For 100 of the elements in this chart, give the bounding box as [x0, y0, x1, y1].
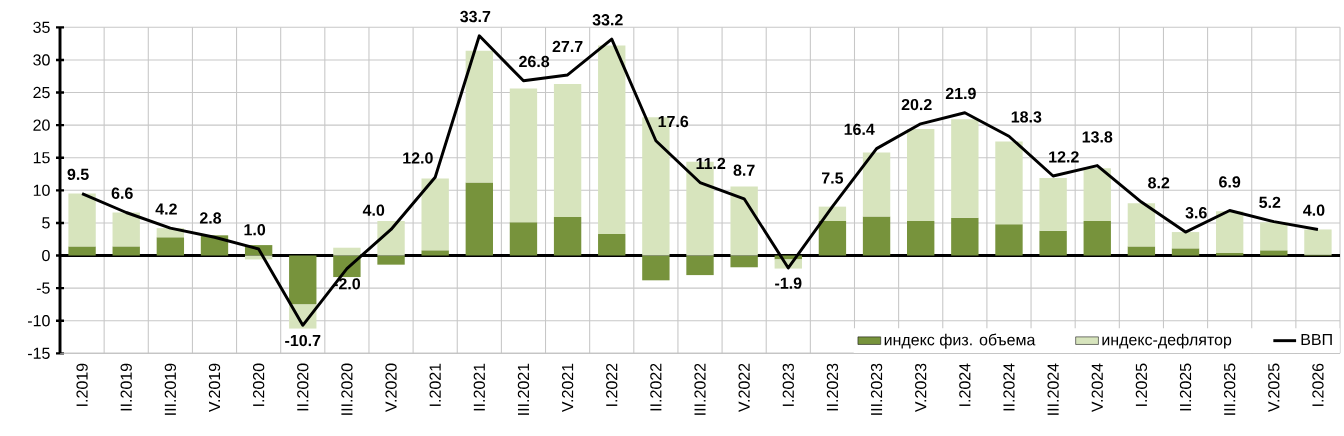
data-label: 20.2 [901, 98, 932, 111]
data-label: -2.0 [333, 278, 361, 290]
data-label: 8.2 [1148, 177, 1170, 189]
x-tick-label: V.2023 [915, 363, 927, 413]
y-tick-label: -10 [27, 315, 50, 327]
y-tick-label: 30 [33, 54, 50, 66]
y-tick-label: -5 [36, 282, 50, 294]
data-label: 7.5 [821, 172, 844, 184]
bar [156, 237, 185, 256]
bar [509, 222, 538, 256]
bar [68, 246, 96, 256]
x-tick-label: I.2026 [1312, 363, 1324, 406]
data-label: 16.4 [844, 123, 875, 135]
bar [1215, 211, 1244, 253]
x-tick-label: I.2025 [1135, 363, 1148, 406]
data-label: 2.8 [199, 212, 222, 224]
data-label: 6.6 [111, 187, 133, 199]
x-tick-label: V.2022 [738, 363, 750, 413]
bar [818, 220, 847, 256]
data-label: 3.6 [1185, 207, 1207, 219]
bar [1260, 222, 1288, 251]
data-label: 12.0 [403, 152, 433, 164]
x-tick-label: III.2023 [870, 363, 883, 415]
x-tick-label: II.2022 [650, 363, 662, 411]
bar [1083, 168, 1111, 221]
data-label: 4.0 [362, 204, 385, 216]
bar [995, 224, 1023, 256]
x-tick-label: I.2024 [959, 363, 971, 406]
x-tick-label: V.2025 [1268, 363, 1280, 413]
bar [730, 255, 758, 268]
data-label: 18.3 [1011, 111, 1042, 123]
data-label: 5.2 [1259, 196, 1281, 209]
bar [465, 50, 493, 183]
bar [1127, 246, 1156, 256]
bar [553, 84, 582, 218]
y-tick-label: -15 [27, 347, 50, 359]
bar [907, 220, 935, 256]
y-tick-label: 5 [42, 217, 50, 229]
bar [421, 178, 449, 251]
bar [907, 129, 935, 221]
bar [1171, 248, 1200, 256]
bar [951, 119, 979, 218]
x-tick-label: II.2020 [297, 363, 309, 411]
x-tick-label: III.2022 [694, 363, 706, 415]
bar [377, 255, 405, 265]
y-tick-label: 35 [33, 21, 50, 33]
bar [1039, 230, 1067, 256]
bar [1083, 220, 1111, 256]
data-label: -10.7 [285, 334, 321, 347]
x-tick-label: I.2020 [252, 363, 265, 406]
x-tick-label: I.2023 [782, 363, 794, 406]
legend-label: индекс физ. объема [884, 333, 1036, 349]
x-tick-label: V.2020 [385, 363, 397, 413]
x-tick-label: II.2021 [473, 363, 485, 411]
bar [1215, 252, 1244, 256]
bar [377, 220, 405, 256]
bar [730, 186, 758, 256]
x-tick-label: V.2019 [208, 363, 221, 413]
data-label: 4.0 [1303, 204, 1325, 216]
bar [1127, 203, 1156, 247]
data-label: 27.7 [552, 40, 583, 52]
data-label: 6.9 [1219, 176, 1241, 188]
bar [553, 217, 582, 256]
x-tick-label: III.2024 [1047, 363, 1059, 415]
bar [509, 88, 538, 223]
x-tick-label: I.2019 [76, 363, 88, 406]
bar [862, 216, 891, 256]
x-tick-label: V.2021 [561, 363, 574, 413]
data-label: 33.7 [460, 10, 491, 23]
data-label: 33.2 [592, 14, 623, 26]
bar [1171, 232, 1200, 249]
bar [995, 141, 1023, 225]
y-tick-label: 15 [33, 152, 50, 164]
data-label: 12.2 [1049, 151, 1079, 163]
x-tick-label: III.2020 [341, 363, 353, 415]
bar [112, 246, 140, 256]
x-tick-label: II.2025 [1179, 363, 1192, 411]
y-tick-label: 20 [33, 119, 50, 131]
data-label: 26.8 [519, 55, 550, 68]
x-tick-label: I.2021 [429, 363, 441, 406]
x-tick-label: III.2025 [1224, 363, 1236, 415]
bar [1304, 229, 1332, 255]
x-tick-label: II.2023 [826, 363, 839, 411]
bar [333, 247, 361, 256]
bar [465, 182, 493, 256]
bar [289, 255, 317, 305]
legend-label: индекс-дефлятор [1102, 333, 1232, 349]
bar [686, 255, 714, 276]
bar [862, 152, 891, 217]
x-tick-label: II.2019 [120, 363, 132, 411]
bar [1039, 177, 1067, 231]
bar [68, 193, 96, 247]
y-tick-label: 25 [33, 86, 50, 99]
data-label: 21.9 [945, 87, 976, 100]
bar [642, 255, 670, 281]
y-tick-label: 10 [33, 184, 50, 196]
data-label: -1.9 [775, 277, 802, 289]
x-tick-label: III.2019 [164, 363, 177, 415]
x-tick-label: II.2024 [1003, 363, 1015, 411]
bar [421, 250, 449, 256]
